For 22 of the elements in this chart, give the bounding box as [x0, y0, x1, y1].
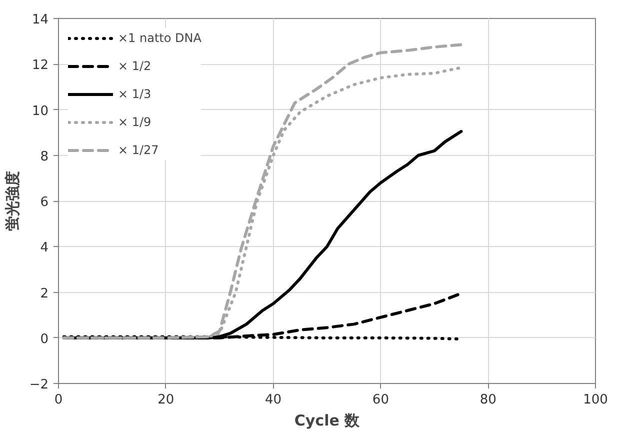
legend-label: × 1/3 [118, 87, 152, 101]
x-tick-label: 100 [583, 392, 608, 408]
y-axis-title: 蛍光強度 [3, 171, 22, 231]
y-tick-label: 2 [40, 286, 49, 302]
x-axis-title: Cycle 数 [294, 412, 361, 430]
y-tick-label: 8 [40, 149, 49, 164]
x-tick-label: 40 [265, 392, 282, 408]
y-tick-label: 4 [40, 240, 49, 256]
y-tick-label: 10 [32, 104, 49, 119]
y-tick-label: 12 [32, 58, 49, 74]
y-tick-label: 0 [40, 332, 49, 347]
y-tick-label: −2 [29, 378, 49, 392]
x-tick-label: 60 [372, 392, 389, 408]
x-tick-label: 80 [480, 392, 496, 408]
y-tick-label: 14 [32, 12, 49, 28]
legend-label: × 1/27 [118, 143, 159, 157]
legend-label: × 1/2 [118, 59, 152, 73]
legend-label: ×1 natto DNA [118, 31, 202, 45]
legend-label: × 1/9 [118, 115, 152, 129]
x-tick-label: 20 [158, 392, 174, 408]
x-tick-label: 0 [54, 392, 63, 408]
y-tick-label: 6 [40, 195, 49, 210]
